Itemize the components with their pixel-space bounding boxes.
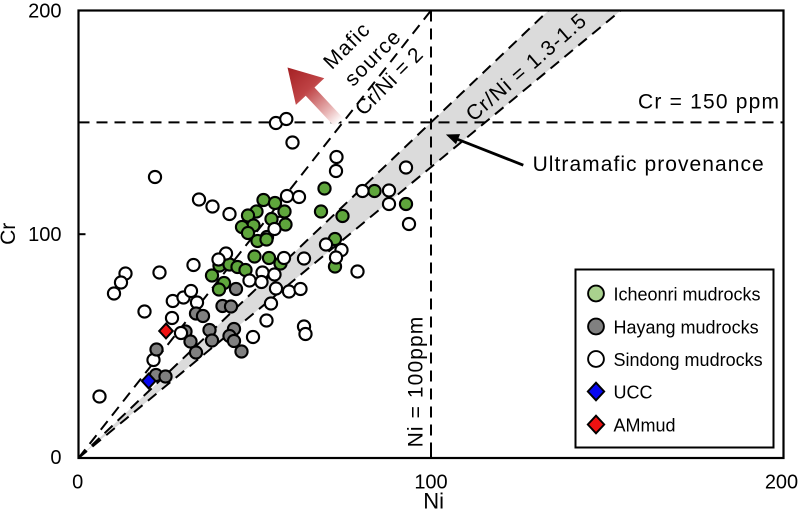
svg-text:Hayang mudrocks: Hayang mudrocks (614, 318, 759, 338)
svg-text:0: 0 (72, 472, 83, 494)
svg-text:0: 0 (50, 447, 61, 469)
svg-text:Cr = 150 ppm: Cr = 150 ppm (638, 91, 780, 114)
svg-text:Ni: Ni (423, 489, 444, 514)
svg-text:Ni = 100ppm: Ni = 100ppm (404, 316, 427, 448)
svg-text:Icheonri mudrocks: Icheonri mudrocks (614, 285, 761, 305)
svg-text:AMmud: AMmud (614, 416, 676, 436)
svg-text:Ultramafic provenance: Ultramafic provenance (533, 153, 765, 176)
svg-text:UCC: UCC (614, 383, 653, 403)
svg-text:Sindong mudrocks: Sindong mudrocks (614, 350, 763, 370)
svg-text:200: 200 (28, 1, 61, 23)
svg-text:100: 100 (414, 472, 447, 494)
svg-text:100: 100 (28, 224, 61, 246)
svg-text:Cr: Cr (0, 223, 20, 245)
svg-text:200: 200 (765, 472, 798, 494)
